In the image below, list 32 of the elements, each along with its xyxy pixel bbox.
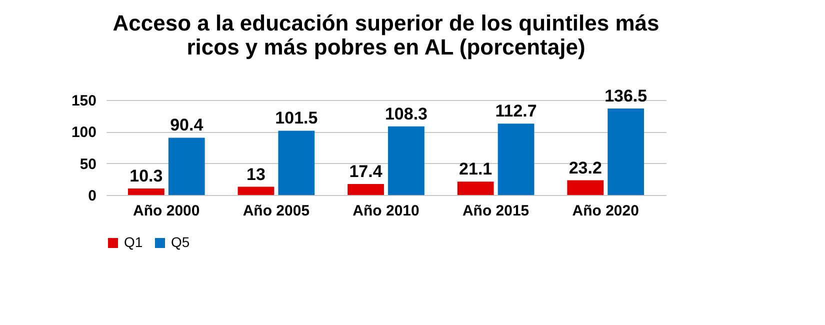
legend-label: Q1 [124, 234, 143, 250]
data-label: 23.2 [568, 158, 602, 178]
x-tick-label: Año 2005 [242, 202, 310, 220]
bar [457, 182, 494, 195]
y-tick-label: 0 [88, 188, 96, 204]
bar [388, 126, 424, 195]
bar [278, 130, 315, 195]
bar [567, 180, 604, 195]
data-label: 101.5 [275, 108, 318, 128]
data-label: 136.5 [604, 86, 648, 106]
x-tick-label: Año 2020 [572, 202, 639, 220]
x-tick-label: Año 2000 [133, 202, 200, 220]
x-tick-label: Año 2010 [352, 202, 420, 220]
chart-title: Acceso a la educación superior de los quintiles más ricos y más pobres en AL (porcentaje) [112, 10, 660, 60]
bar [348, 184, 384, 195]
data-label: 90.4 [170, 116, 204, 135]
data-label: 13 [246, 164, 266, 184]
bar [498, 124, 534, 195]
y-tick-label: 100 [71, 124, 96, 142]
bar [238, 186, 274, 195]
data-label: 21.1 [459, 160, 492, 179]
data-label: 17.4 [349, 162, 383, 181]
bar [128, 188, 164, 195]
data-label: 112.7 [495, 102, 537, 121]
bar [168, 138, 205, 195]
x-tick-label: Año 2015 [462, 202, 530, 220]
data-label: 10.3 [130, 166, 163, 186]
legend-label: Q5 [171, 234, 190, 250]
data-label: 108.3 [384, 104, 428, 124]
bar [608, 108, 644, 195]
y-tick-label: 50 [80, 156, 96, 173]
y-tick-label: 150 [71, 92, 96, 110]
